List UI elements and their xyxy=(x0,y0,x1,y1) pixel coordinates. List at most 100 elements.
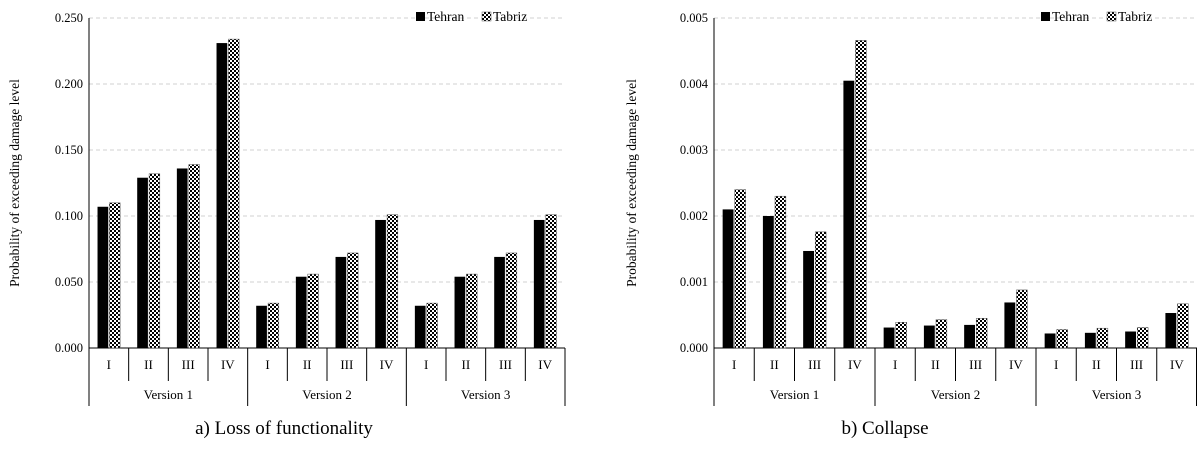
bar-tehran xyxy=(216,43,228,349)
category-label: I xyxy=(107,357,111,372)
category-label: III xyxy=(182,357,195,372)
category-label: III xyxy=(969,357,982,372)
bar-tehran xyxy=(1004,302,1016,348)
y-tick-label: 0.004 xyxy=(680,77,709,91)
bar-tehran xyxy=(375,219,386,348)
legend-label-tehran: Tehran xyxy=(1052,9,1090,24)
y-axis-label: Probability of exceeding damage level xyxy=(624,79,639,287)
bar-tabriz xyxy=(188,164,200,349)
y-tick-label: 0.100 xyxy=(55,209,83,223)
bar-tehran xyxy=(335,256,347,348)
bar-tehran xyxy=(137,177,148,348)
bar-tabriz xyxy=(1177,303,1189,349)
y-tick-label: 0.000 xyxy=(55,341,83,355)
bar-tabriz xyxy=(1016,289,1028,349)
legend-label-tabriz: Tabriz xyxy=(1118,9,1152,24)
bar-tehran xyxy=(1044,333,1056,348)
bar-tehran xyxy=(295,276,307,348)
bar-tabriz xyxy=(109,202,121,349)
group-label: Version 2 xyxy=(931,387,980,402)
bar-tabriz xyxy=(386,214,399,349)
bar-tehran xyxy=(414,305,426,348)
bar-tabriz xyxy=(148,173,161,349)
category-label: II xyxy=(303,357,312,372)
group-label: Version 1 xyxy=(144,387,193,402)
legend-swatch-tehran xyxy=(1041,12,1050,21)
bar-tehran xyxy=(1125,331,1137,348)
category-label: III xyxy=(340,357,353,372)
group-label: Version 1 xyxy=(770,387,819,402)
legend: Tehran Tabriz xyxy=(1041,9,1152,24)
legend-label-tabriz: Tabriz xyxy=(493,9,527,24)
bar-tabriz xyxy=(935,319,948,349)
bar-tabriz xyxy=(307,273,319,349)
bar-tabriz xyxy=(1136,327,1149,349)
bar-tabriz xyxy=(734,189,746,349)
category-label: II xyxy=(931,357,940,372)
legend-swatch-tabriz xyxy=(1106,11,1117,22)
category-label: II xyxy=(1092,357,1101,372)
bar-tehran xyxy=(762,216,774,348)
bar-tabriz xyxy=(228,38,240,349)
bar-tehran xyxy=(803,250,815,348)
bar-tabriz xyxy=(1096,327,1109,349)
bar-tabriz xyxy=(466,273,478,349)
category-label: I xyxy=(424,357,428,372)
category-label: I xyxy=(893,357,897,372)
category-label: II xyxy=(461,357,470,372)
bar-tehran xyxy=(176,168,188,348)
legend-label-tehran: Tehran xyxy=(427,9,465,24)
bar-tabriz xyxy=(774,195,787,349)
y-tick-label: 0.050 xyxy=(55,275,83,289)
category-label: IV xyxy=(1009,357,1023,372)
chart-caption: b) Collapse xyxy=(841,418,928,439)
bar-tehran xyxy=(256,305,267,348)
bar-tabriz xyxy=(545,214,557,349)
bar-tehran xyxy=(97,206,109,348)
y-tick-label: 0.003 xyxy=(680,143,708,157)
bar-tabriz xyxy=(1056,329,1068,349)
legend: Tehran Tabriz xyxy=(416,9,527,24)
category-label: II xyxy=(770,357,779,372)
y-tick-label: 0.001 xyxy=(680,275,708,289)
bar-tehran xyxy=(1165,313,1177,348)
chart-caption: a) Loss of functionality xyxy=(195,418,373,439)
bar-tabriz xyxy=(975,318,988,349)
bar-tabriz xyxy=(855,40,867,349)
category-label: II xyxy=(144,357,153,372)
bar-tehran xyxy=(1084,332,1096,348)
bar-tehran xyxy=(964,324,976,348)
category-label: IV xyxy=(221,357,235,372)
group-label: Version 3 xyxy=(1092,387,1141,402)
bar-tabriz xyxy=(267,302,280,349)
group-label: Version 3 xyxy=(461,387,510,402)
bar-tehran xyxy=(883,327,895,348)
bar-tabriz xyxy=(814,231,827,349)
y-axis-label: Probability of exceeding damage level xyxy=(7,79,22,287)
bar-tabriz xyxy=(347,252,359,349)
y-tick-label: 0.250 xyxy=(55,11,83,25)
category-label: IV xyxy=(380,357,394,372)
y-tick-label: 0.002 xyxy=(680,209,708,223)
y-tick-label: 0.000 xyxy=(680,341,708,355)
bar-tabriz xyxy=(505,252,518,349)
category-label: III xyxy=(499,357,512,372)
bar-tabriz xyxy=(895,322,907,349)
bar-tehran xyxy=(454,276,466,348)
bar-tehran xyxy=(533,219,545,348)
y-tick-label: 0.005 xyxy=(680,11,708,25)
legend-swatch-tehran xyxy=(416,12,425,21)
category-label: III xyxy=(1130,357,1143,372)
y-tick-label: 0.200 xyxy=(55,77,83,91)
bar-tehran xyxy=(923,325,935,348)
category-label: I xyxy=(1054,357,1058,372)
bar-tehran xyxy=(722,209,734,348)
category-label: I xyxy=(732,357,736,372)
category-label: III xyxy=(808,357,821,372)
category-label: I xyxy=(265,357,269,372)
bar-tehran xyxy=(494,256,505,348)
category-label: IV xyxy=(1170,357,1184,372)
